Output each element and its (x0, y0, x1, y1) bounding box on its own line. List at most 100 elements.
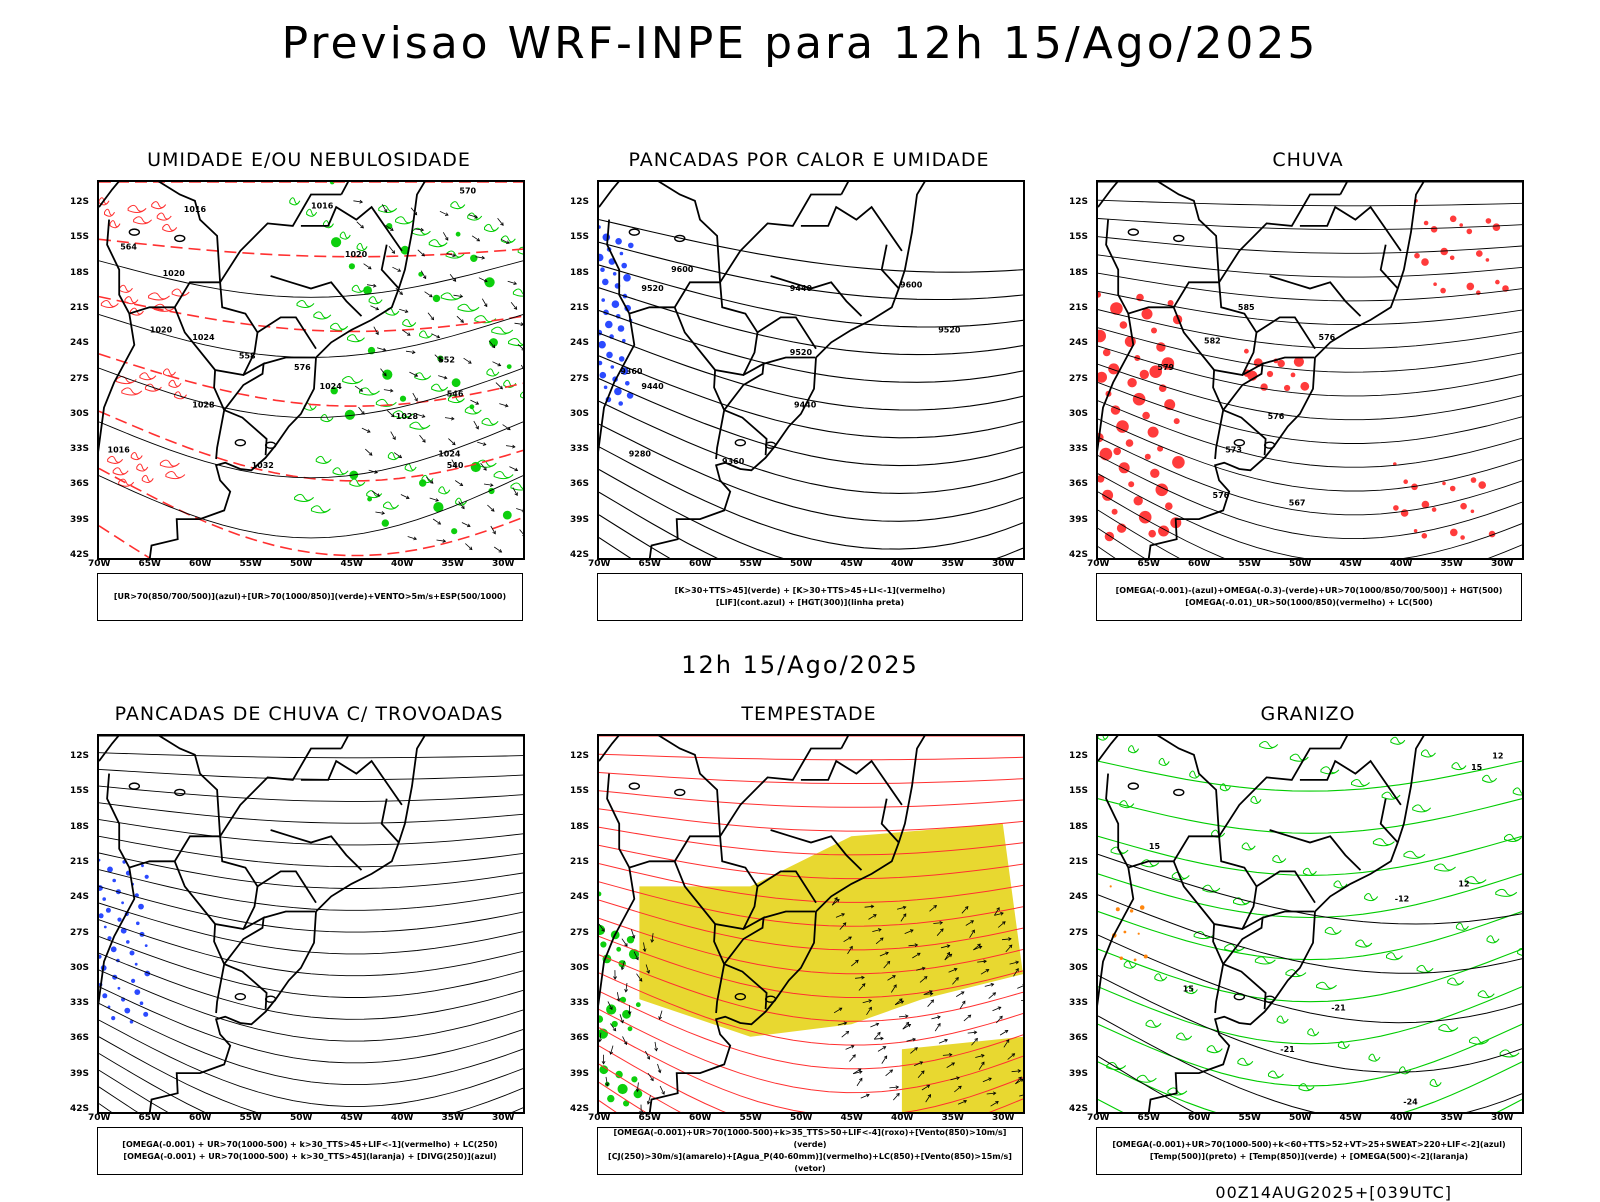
latitude-label: 15S (570, 232, 589, 242)
contour-label: 12 (1458, 879, 1469, 888)
contour-label: 9280 (629, 450, 652, 459)
latitude-label: 39S (570, 515, 589, 525)
streamline (99, 853, 523, 889)
contour-label: 1024 (320, 382, 343, 391)
longitude-label: 40W (1390, 559, 1412, 569)
longitude-label: 55W (240, 559, 262, 569)
contour-label: 1020 (163, 269, 186, 278)
longitude-label: 70W (588, 559, 610, 569)
latitude-label: 18S (70, 822, 89, 832)
streamline (99, 803, 523, 823)
latitude-label: 33S (1069, 444, 1088, 454)
latitude-label: 21S (70, 857, 89, 867)
map-canvas (599, 736, 1023, 1112)
legend-line: [OMEGA(-0.001)-(azul)+OMEGA(-0.3)-(verde… (1099, 585, 1519, 597)
longitude-label: 55W (1239, 559, 1261, 569)
contour-label: 576 (1268, 412, 1285, 421)
map-panel-4 (97, 734, 525, 1114)
longitude-label: 40W (1390, 1113, 1412, 1123)
streamline (1098, 237, 1522, 254)
contour-label: 573 (1225, 446, 1242, 455)
latitude-label: 18S (1069, 822, 1088, 832)
streamline (99, 970, 523, 1041)
contour-label: 1028 (396, 412, 419, 421)
longitude-label: 40W (391, 1113, 413, 1123)
contour-label: -24 (1403, 1098, 1418, 1107)
contour-label: 9600 (671, 265, 694, 274)
longitude-label: 55W (240, 1113, 262, 1123)
latitude-label: 21S (70, 303, 89, 313)
longitude-label: 45W (341, 559, 363, 569)
longitude-label: 65W (139, 559, 161, 569)
temp850-contour (1098, 949, 1522, 1002)
latitude-label: 12S (1069, 751, 1088, 761)
valid-time-title: 12h 15/Ago/2025 (0, 651, 1600, 679)
longitude-label: 60W (1188, 559, 1210, 569)
streamline (1098, 200, 1522, 206)
latitude-label: 30S (570, 963, 589, 973)
longitude-label: 60W (189, 559, 211, 569)
latitude-label: 36S (1069, 1033, 1088, 1043)
contour-label: 9600 (900, 280, 923, 289)
hgt300-contour (599, 288, 1023, 355)
latitude-label: 27S (570, 374, 589, 384)
longitude-label: 65W (139, 1113, 161, 1123)
longitude-label: 70W (88, 1113, 110, 1123)
latitude-label: 36S (1069, 479, 1088, 489)
longitude-label: 35W (1441, 559, 1463, 569)
panel-legend: [OMEGA(-0.001)-(azul)+OMEGA(-0.3)-(verde… (1096, 573, 1522, 621)
panel-legend: [UR>70(850/700/500)](azul)+[UR>70(1000/8… (97, 573, 523, 621)
streamline (1098, 219, 1522, 230)
contour-label: 576 (294, 363, 311, 372)
latitude-label: 27S (1069, 928, 1088, 938)
temp850-contour (1098, 1062, 1522, 1112)
green-humidity-contours (290, 198, 523, 513)
temp850-contour (1098, 912, 1522, 960)
hgt300-contour (599, 220, 1023, 273)
contour-label: 1016 (108, 446, 131, 455)
contour-label: -21 (1331, 1004, 1346, 1013)
contour-label: -12 (1395, 894, 1409, 903)
latitude-label: 21S (1069, 303, 1088, 313)
longitude-label: 35W (1441, 1113, 1463, 1123)
jet-stream-area (902, 1037, 1023, 1112)
pressure-contour (99, 476, 523, 538)
panel-legend: [K>30+TTS>45](verde) + [K>30+TTS>45+LI<-… (597, 573, 1023, 621)
longitude-label: 60W (689, 559, 711, 569)
latitude-label: 30S (70, 963, 89, 973)
contour-label: 567 (1289, 498, 1306, 507)
contour-label: 546 (447, 389, 464, 398)
latitude-label: 27S (1069, 374, 1088, 384)
hgt300-contour (599, 356, 1023, 438)
longitude-label: 55W (740, 1113, 762, 1123)
contour-label: 9360 (620, 367, 643, 376)
longitude-label: 60W (1188, 1113, 1210, 1123)
longitude-label: 65W (639, 559, 661, 569)
temp500-contour (1098, 854, 1522, 924)
hgt300-contour (599, 265, 1023, 327)
longitude-label: 65W (1138, 1113, 1160, 1123)
longitude-label: 30W (1491, 559, 1513, 569)
contour-label: 12 (1492, 752, 1503, 761)
latitude-label: 39S (1069, 1069, 1088, 1079)
latitude-label: 24S (70, 338, 89, 348)
latitude-label: 36S (70, 1033, 89, 1043)
pressure-contour (99, 261, 523, 298)
streamline (1098, 273, 1522, 301)
streamline (99, 786, 523, 801)
latitude-label: 15S (70, 786, 89, 796)
streamline (99, 1020, 523, 1106)
panel-title: UMIDADE E/OU NEBULOSIDADE (57, 149, 561, 171)
contour-label: 9360 (722, 457, 745, 466)
latitude-label: 18S (570, 268, 589, 278)
longitude-label: 50W (290, 559, 312, 569)
contour-label: 15 (1183, 985, 1195, 994)
streamline (99, 820, 523, 845)
latitude-label: 33S (1069, 998, 1088, 1008)
red-rain-area (1098, 292, 1185, 541)
longitude-label: 35W (442, 1113, 464, 1123)
latitude-label: 36S (70, 479, 89, 489)
longitude-label: 45W (841, 559, 863, 569)
